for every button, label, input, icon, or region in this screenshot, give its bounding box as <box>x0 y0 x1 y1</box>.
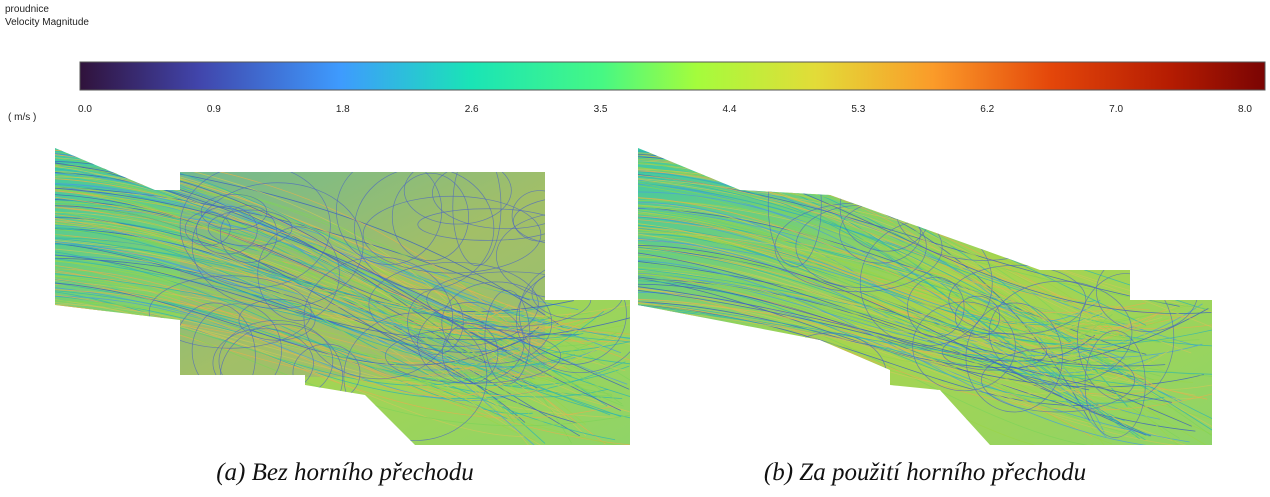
unit-label: ( m/s ) <box>8 112 36 123</box>
colorbar-tick-label: 8.0 <box>1238 104 1252 115</box>
colorbar-tick-label: 3.5 <box>594 104 608 115</box>
vortex-line <box>915 161 1087 219</box>
colorbar-tick-label: 7.0 <box>1109 104 1123 115</box>
title: proudnice <box>5 4 49 15</box>
vortex-line <box>1120 164 1180 266</box>
colorbar-tick-label: 4.4 <box>722 104 736 115</box>
colorbar <box>80 62 1265 90</box>
colorbar-tick-label: 2.6 <box>465 104 479 115</box>
caption-a: (a) Bez horního přechodu <box>216 459 474 486</box>
caption-b: (b) Za použití horního přechodu <box>764 459 1086 486</box>
page: proudnice Velocity Magnitude 0.0 0.9 1.8 2.… <box>0 0 1270 497</box>
colorbar-tick-label: 1.8 <box>336 104 350 115</box>
figure: proudnice Velocity Magnitude 0.0 0.9 1.8 2.… <box>0 0 1270 497</box>
colorbar-tick-label: 6.2 <box>980 104 994 115</box>
colorbar-tick-label: 0.9 <box>207 104 221 115</box>
streamline-image-b <box>638 142 1237 450</box>
streamline-image-a <box>55 145 654 450</box>
subtitle: Velocity Magnitude <box>5 17 89 28</box>
vortex-line <box>1048 176 1128 225</box>
colorbar-tick-label: 5.3 <box>851 104 865 115</box>
colorbar-tick-label: 0.0 <box>78 104 92 115</box>
